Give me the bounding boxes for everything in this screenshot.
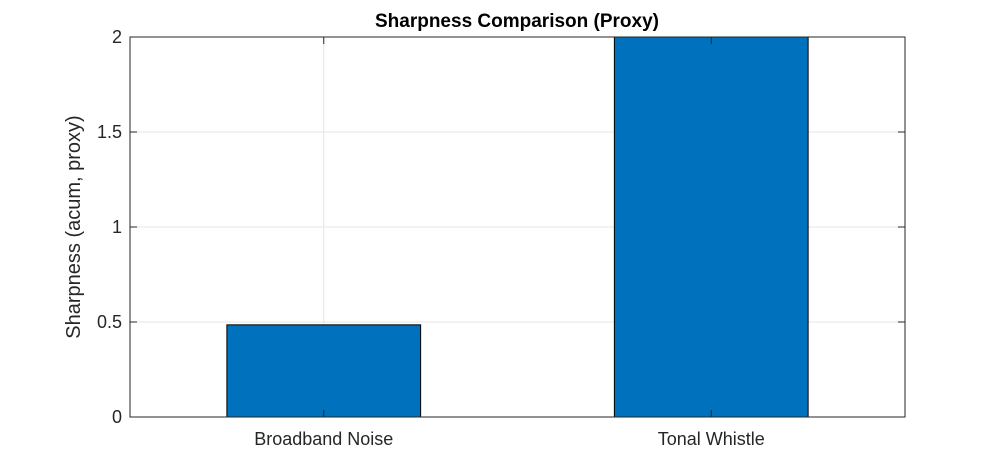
axis-ticks bbox=[130, 36, 905, 418]
bar-broadband-noise bbox=[226, 324, 422, 418]
y-tick-label: 0 bbox=[112, 407, 122, 427]
bar-tonal-whistle bbox=[613, 36, 809, 418]
bars bbox=[226, 36, 809, 418]
y-tick-label: 1.5 bbox=[97, 122, 122, 142]
y-axis-label: Sharpness (acum, proxy) bbox=[63, 115, 85, 338]
y-tick-labels: 0 0.5 1 1.5 2 bbox=[97, 27, 122, 427]
y-tick-label: 0.5 bbox=[97, 312, 122, 332]
x-tick-labels: Broadband Noise Tonal Whistle bbox=[254, 429, 765, 449]
chart-title: Sharpness Comparison (Proxy) bbox=[375, 11, 659, 32]
y-tick-label: 1 bbox=[112, 217, 122, 237]
x-tick-label: Broadband Noise bbox=[254, 429, 393, 449]
y-tick-label: 2 bbox=[112, 27, 122, 47]
x-tick-label: Tonal Whistle bbox=[658, 429, 765, 449]
